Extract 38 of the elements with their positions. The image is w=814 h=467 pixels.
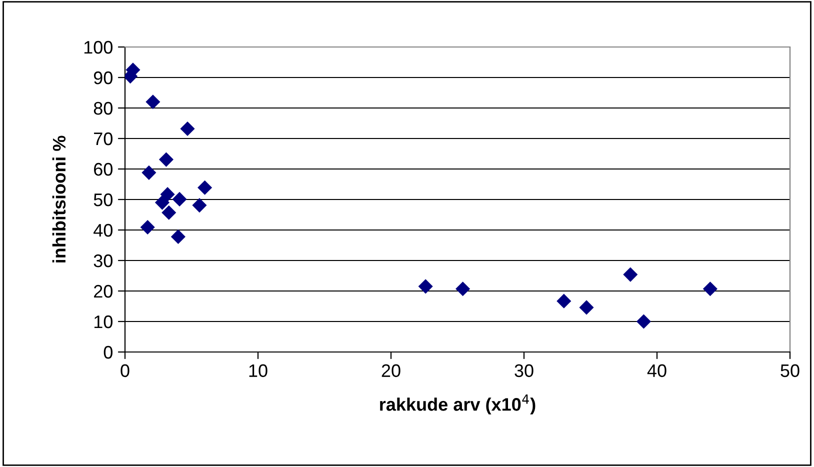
y-axis-title: inhibitsiooni % [52,136,66,262]
point [579,300,594,315]
point [172,192,187,206]
y-tick-label: 30 [94,254,112,268]
y-tick-label: 70 [94,132,112,146]
point [158,152,174,167]
y-tick-label: 80 [94,102,112,115]
point [198,180,212,195]
point [456,282,470,296]
y-tick-label: 60 [94,162,112,176]
x-axis-title: rakkude arv (x10$^{4}$) [380,394,536,414]
point [636,314,651,329]
point [180,121,195,136]
point [162,205,176,220]
point [418,279,433,294]
x-tick-label: 40 [647,364,666,378]
x-tick-label: 50 [780,364,800,378]
x-tick-label: 30 [514,364,534,378]
y-tick-label: 40 [94,224,112,237]
point [192,198,207,213]
point [140,220,155,235]
y-tick-label: 90 [94,71,112,84]
point [160,187,175,202]
x-tick-label: 0 [120,364,130,378]
point [146,94,160,110]
point [142,165,156,180]
point [170,229,186,244]
x-tick-label: 10 [249,364,268,378]
point [702,282,718,296]
y-tick-label: 100 [84,40,112,54]
point [154,195,170,210]
x-tick-label: 20 [382,364,400,378]
y-tick-label: 0 [104,346,112,359]
y-tick-label: 50 [94,193,112,206]
point [556,294,572,308]
point [623,267,638,282]
y-tick-label: 10 [94,315,112,328]
y-tick-label: 20 [94,284,112,298]
